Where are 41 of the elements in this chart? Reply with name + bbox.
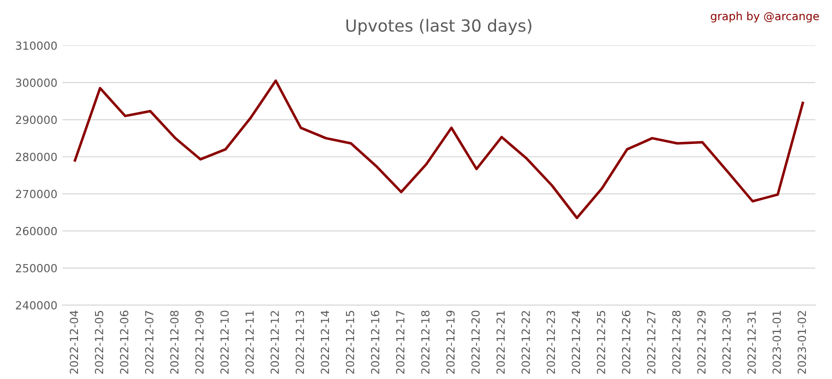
x-tick-label: 2022-12-25 xyxy=(596,310,606,374)
x-tick-label: 2022-12-30 xyxy=(722,310,731,374)
x-tick-label: 2022-12-26 xyxy=(622,310,630,374)
x-tick-label: 2022-12-21 xyxy=(496,310,505,374)
y-tick-label: 240000 xyxy=(16,301,57,310)
y-tick-label: 290000 xyxy=(16,116,57,124)
y-tick-label: 310000 xyxy=(16,41,57,50)
x-tick-label: 2022-12-05 xyxy=(94,310,104,374)
y-tick-label: 300000 xyxy=(16,78,57,87)
x-tick-label: 2022-12-23 xyxy=(546,310,556,374)
y-tick-label: 270000 xyxy=(16,190,57,198)
x-tick-label: 2022-12-20 xyxy=(471,310,480,374)
x-tick-label: 2022-12-09 xyxy=(195,310,204,374)
x-tick-label: 2022-12-08 xyxy=(170,310,179,374)
y-tick-label: 260000 xyxy=(16,226,57,236)
x-tick-label: 2022-12-27 xyxy=(647,310,656,374)
chart-title: Upvotes (last 30 days) xyxy=(346,18,532,36)
x-tick-label: 2023-01-02 xyxy=(798,311,806,374)
x-tick-label: 2022-12-04 xyxy=(70,310,78,374)
x-tick-label: 2022-12-07 xyxy=(145,310,154,374)
text: graph by @arcange xyxy=(710,12,819,22)
x-tick-label: 2022-12-22 xyxy=(522,311,530,374)
x-tick-label: 2022-12-13 xyxy=(296,310,304,374)
x-tick-label: 2022-12-14 xyxy=(320,310,330,374)
x-tick-label: 2022-12-19 xyxy=(446,310,455,374)
x-tick-label: 2022-12-24 xyxy=(572,310,580,374)
x-tick-label: 2022-12-17 xyxy=(396,310,404,374)
x-tick-label: 2023-01-01 xyxy=(772,310,781,374)
x-tick-label: 2022-12-29 xyxy=(697,310,706,374)
x-tick-label: 2022-12-15 xyxy=(346,310,354,374)
x-tick-label: 2022-12-28 xyxy=(672,310,681,374)
x-tick-label: 2022-12-10 xyxy=(220,310,229,374)
x-tick-label: 2022-12-16 xyxy=(370,310,380,374)
x-tick-label: 2022-12-06 xyxy=(120,310,128,374)
x-tick-label: 2022-12-11 xyxy=(245,310,254,374)
line-series xyxy=(74,79,804,220)
x-tick-label: 2022-12-31 xyxy=(747,310,756,374)
x-tick-label: 2022-12-18 xyxy=(421,310,430,374)
x-tick-label: 2022-12-12 xyxy=(270,311,279,374)
y-tick-label: 250000 xyxy=(16,264,57,272)
y-tick-label: 280000 xyxy=(16,152,57,162)
